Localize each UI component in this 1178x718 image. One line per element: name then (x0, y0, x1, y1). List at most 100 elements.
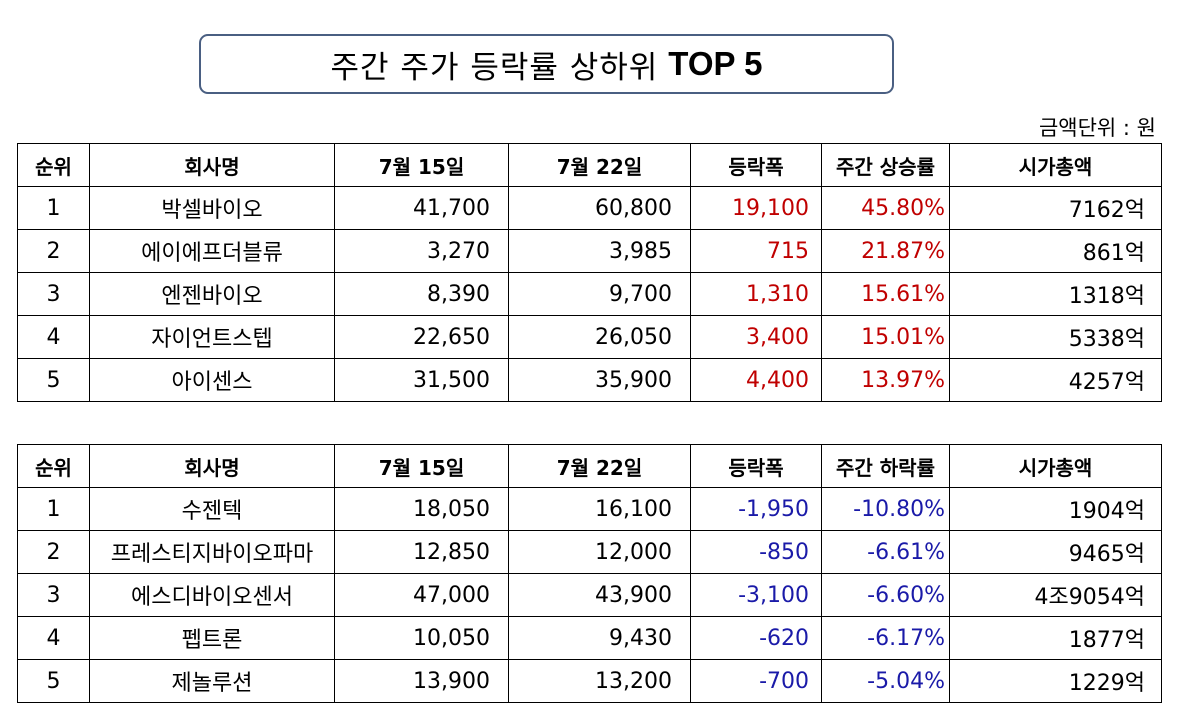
company-name-cell: 엔젠바이오 (89, 272, 335, 316)
header-rank: 순위 (17, 143, 90, 187)
price-jul15-cell: 31,500 (334, 358, 509, 402)
rank-cell: 5 (17, 659, 90, 703)
table-row: 2 프레스티지바이오파마 12,850 12,000 -850 -6.61% 9465억 (17, 530, 1162, 574)
price-jul22-cell: 43,900 (508, 573, 691, 617)
price-jul15-cell: 13,900 (334, 659, 509, 703)
header-rank: 순위 (17, 444, 90, 488)
header-market-cap: 시가총액 (949, 444, 1162, 488)
price-jul15-cell: 8,390 (334, 272, 509, 316)
price-jul22-cell: 60,800 (508, 186, 691, 230)
change-cell: 715 (690, 229, 822, 273)
header-change: 등락폭 (690, 444, 822, 488)
market-cap-cell: 4257억 (949, 358, 1162, 402)
price-jul15-cell: 22,650 (334, 315, 509, 359)
price-jul15-cell: 10,050 (334, 616, 509, 660)
rate-cell: -6.60% (821, 573, 950, 617)
header-row: 순위 회사명 7월 15일 7월 22일 등락폭 주간 상승률 시가총액 (17, 143, 1162, 187)
rate-cell: 15.01% (821, 315, 950, 359)
rank-cell: 5 (17, 358, 90, 402)
table-row: 4 펩트론 10,050 9,430 -620 -6.17% 1877억 (17, 616, 1162, 660)
company-name-cell: 프레스티지바이오파마 (89, 530, 335, 574)
header-rate: 주간 하락률 (821, 444, 950, 488)
company-name-cell: 펩트론 (89, 616, 335, 660)
market-cap-cell: 1229억 (949, 659, 1162, 703)
change-cell: -850 (690, 530, 822, 574)
rate-cell: -5.04% (821, 659, 950, 703)
price-jul22-cell: 16,100 (508, 487, 691, 531)
rate-cell: 15.61% (821, 272, 950, 316)
price-jul15-cell: 3,270 (334, 229, 509, 273)
market-cap-cell: 7162억 (949, 186, 1162, 230)
rate-cell: 13.97% (821, 358, 950, 402)
market-cap-cell: 1904억 (949, 487, 1162, 531)
company-name-cell: 제놀루션 (89, 659, 335, 703)
market-cap-cell: 1318억 (949, 272, 1162, 316)
price-jul22-cell: 12,000 (508, 530, 691, 574)
table-row: 4 자이언트스텝 22,650 26,050 3,400 15.01% 5338억 (17, 315, 1162, 359)
rate-cell: -10.80% (821, 487, 950, 531)
header-rate: 주간 상승률 (821, 143, 950, 187)
header-jul22: 7월 22일 (508, 444, 691, 488)
price-jul22-cell: 26,050 (508, 315, 691, 359)
price-jul22-cell: 9,430 (508, 616, 691, 660)
market-cap-cell: 9465억 (949, 530, 1162, 574)
header-jul15: 7월 15일 (334, 444, 509, 488)
change-cell: -1,950 (690, 487, 822, 531)
change-cell: 1,310 (690, 272, 822, 316)
rank-cell: 2 (17, 229, 90, 273)
title-text: 주간 주가 등락률 상하위 (330, 49, 659, 86)
change-cell: -620 (690, 616, 822, 660)
rate-cell: -6.61% (821, 530, 950, 574)
table-row: 5 아이센스 31,500 35,900 4,400 13.97% 4257억 (17, 358, 1162, 402)
table-row: 1 박셀바이오 41,700 60,800 19,100 45.80% 7162억 (17, 186, 1162, 230)
price-jul22-cell: 13,200 (508, 659, 691, 703)
header-company: 회사명 (89, 143, 335, 187)
price-jul15-cell: 12,850 (334, 530, 509, 574)
rank-cell: 3 (17, 272, 90, 316)
price-jul22-cell: 9,700 (508, 272, 691, 316)
header-row: 순위 회사명 7월 15일 7월 22일 등락폭 주간 하락률 시가총액 (17, 444, 1162, 488)
company-name-cell: 에이에프더블류 (89, 229, 335, 273)
rank-cell: 4 (17, 315, 90, 359)
company-name-cell: 자이언트스텝 (89, 315, 335, 359)
company-name-cell: 박셀바이오 (89, 186, 335, 230)
table-row: 3 에스디바이오센서 47,000 43,900 -3,100 -6.60% 4조9054억 (17, 573, 1162, 617)
title-bold: TOP 5 (668, 45, 763, 82)
price-jul22-cell: 35,900 (508, 358, 691, 402)
top-losers-table: 순위 회사명 7월 15일 7월 22일 등락폭 주간 하락률 시가총액 1 수젠… (17, 444, 1162, 703)
rank-cell: 3 (17, 573, 90, 617)
market-cap-cell: 1877억 (949, 616, 1162, 660)
header-market-cap: 시가총액 (949, 143, 1162, 187)
company-name-cell: 아이센스 (89, 358, 335, 402)
rank-cell: 1 (17, 487, 90, 531)
rank-cell: 2 (17, 530, 90, 574)
change-cell: 19,100 (690, 186, 822, 230)
header-change: 등락폭 (690, 143, 822, 187)
price-jul15-cell: 18,050 (334, 487, 509, 531)
table-row: 3 엔젠바이오 8,390 9,700 1,310 15.61% 1318억 (17, 272, 1162, 316)
price-jul22-cell: 3,985 (508, 229, 691, 273)
table-row: 5 제놀루션 13,900 13,200 -700 -5.04% 1229억 (17, 659, 1162, 703)
header-company: 회사명 (89, 444, 335, 488)
table-row: 1 수젠텍 18,050 16,100 -1,950 -10.80% 1904억 (17, 487, 1162, 531)
rate-cell: -6.17% (821, 616, 950, 660)
rank-cell: 4 (17, 616, 90, 660)
change-cell: 4,400 (690, 358, 822, 402)
company-name-cell: 에스디바이오센서 (89, 573, 335, 617)
rate-cell: 45.80% (821, 186, 950, 230)
change-cell: -700 (690, 659, 822, 703)
change-cell: -3,100 (690, 573, 822, 617)
unit-label: 금액단위 : 원 (1038, 116, 1156, 140)
change-cell: 3,400 (690, 315, 822, 359)
market-cap-cell: 4조9054억 (949, 573, 1162, 617)
top-gainers-table: 순위 회사명 7월 15일 7월 22일 등락폭 주간 상승률 시가총액 1 박셀… (17, 143, 1162, 402)
price-jul15-cell: 41,700 (334, 186, 509, 230)
company-name-cell: 수젠텍 (89, 487, 335, 531)
title-box: 주간 주가 등락률 상하위 TOP 5 (199, 34, 894, 94)
header-jul15: 7월 15일 (334, 143, 509, 187)
market-cap-cell: 861억 (949, 229, 1162, 273)
rank-cell: 1 (17, 186, 90, 230)
table-row: 2 에이에프더블류 3,270 3,985 715 21.87% 861억 (17, 229, 1162, 273)
price-jul15-cell: 47,000 (334, 573, 509, 617)
market-cap-cell: 5338억 (949, 315, 1162, 359)
